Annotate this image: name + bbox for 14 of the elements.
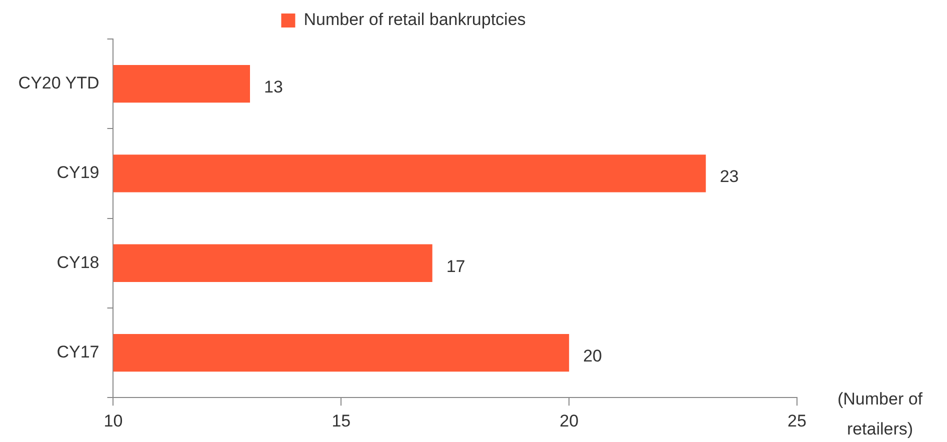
x-tick-label: 10: [104, 411, 123, 430]
x-tick-label: 25: [788, 411, 806, 430]
data-label: 13: [264, 78, 283, 97]
y-tick-label: CY17: [56, 342, 100, 362]
x-tick-label: 20: [560, 411, 579, 430]
x-tick-label: 15: [332, 411, 351, 430]
y-tick-label: CY18: [56, 252, 100, 272]
data-label: 17: [446, 256, 466, 276]
y-tick-label: CY19: [56, 163, 100, 182]
legend-label: Number of retail bankruptcies: [304, 10, 526, 30]
y-tick-label: CY20 YTD: [18, 74, 100, 93]
data-label: 23: [720, 167, 739, 186]
x-axis-title: (Number of retailers): [837, 389, 923, 438]
data-label: 20: [583, 346, 602, 366]
